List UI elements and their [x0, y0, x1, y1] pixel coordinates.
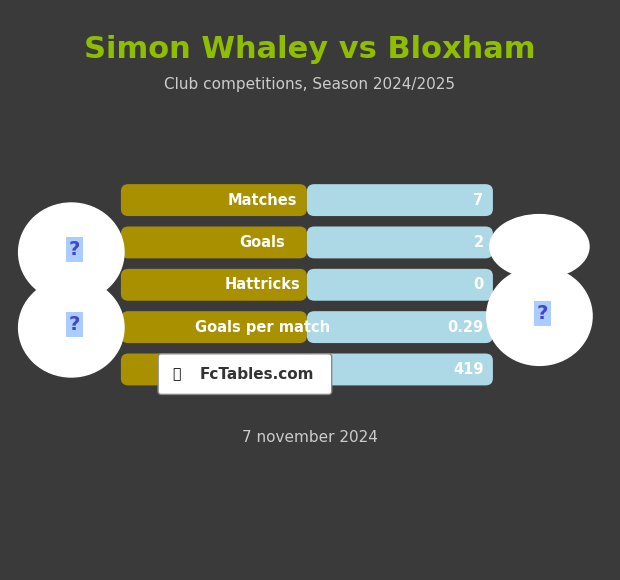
Text: ?: ? — [537, 304, 548, 322]
FancyBboxPatch shape — [307, 269, 493, 300]
Text: Matches: Matches — [228, 193, 297, 208]
FancyBboxPatch shape — [307, 226, 493, 258]
Text: 7 november 2024: 7 november 2024 — [242, 430, 378, 445]
Text: ?: ? — [69, 240, 80, 259]
Text: 0.29: 0.29 — [448, 320, 484, 335]
Text: Simon Whaley vs Bloxham: Simon Whaley vs Bloxham — [84, 35, 536, 64]
FancyBboxPatch shape — [307, 311, 493, 343]
FancyBboxPatch shape — [121, 311, 307, 343]
Circle shape — [19, 203, 124, 302]
Ellipse shape — [490, 215, 589, 278]
FancyBboxPatch shape — [158, 354, 332, 394]
Text: 2: 2 — [474, 235, 484, 250]
FancyBboxPatch shape — [121, 269, 307, 300]
Circle shape — [487, 267, 592, 365]
FancyBboxPatch shape — [121, 184, 307, 216]
Text: FcTables.com: FcTables.com — [200, 367, 314, 382]
Text: ?: ? — [69, 316, 80, 334]
Text: Goals: Goals — [239, 235, 285, 250]
Text: Goals per match: Goals per match — [195, 320, 330, 335]
Text: Hattricks: Hattricks — [224, 277, 300, 292]
FancyBboxPatch shape — [307, 184, 493, 216]
Text: 0: 0 — [473, 277, 484, 292]
Text: 419: 419 — [453, 362, 484, 377]
Circle shape — [19, 278, 124, 377]
Text: 📊: 📊 — [172, 367, 181, 381]
FancyBboxPatch shape — [307, 353, 493, 385]
Text: Min per goal: Min per goal — [211, 362, 314, 377]
FancyBboxPatch shape — [121, 226, 307, 258]
Text: 7: 7 — [474, 193, 484, 208]
FancyBboxPatch shape — [121, 353, 307, 385]
Text: Club competitions, Season 2024/2025: Club competitions, Season 2024/2025 — [164, 77, 456, 92]
